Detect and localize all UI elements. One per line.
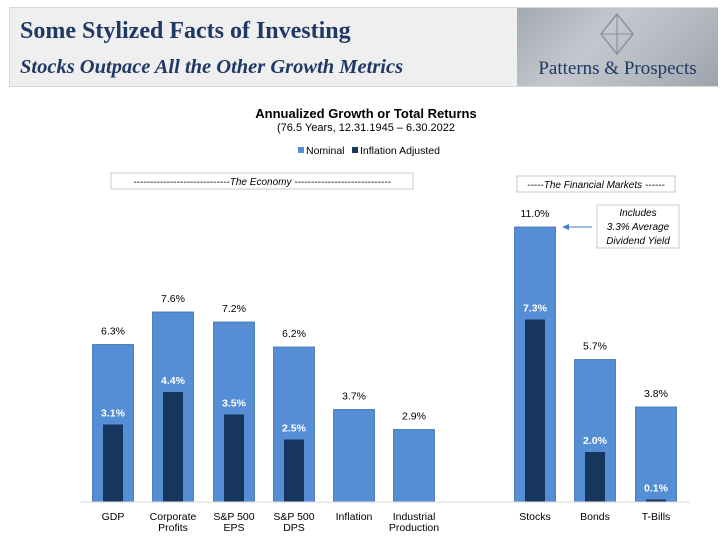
group-label-markets: -----The Financial Markets ------ [516, 175, 676, 193]
header-banner: Some Stylized Facts of Investing Stocks … [9, 7, 718, 87]
x-tick-label-stocks: Stocks [519, 511, 551, 523]
group-label-economy: -----------------------------The Economy… [110, 172, 414, 190]
legend: Nominal Inflation Adjusted [298, 145, 440, 157]
data-label-nominal-bonds: 5.7% [583, 341, 607, 353]
x-tick-label-industrial-production-line-2: Production [389, 522, 439, 534]
annotation-line-1: Includes [619, 208, 656, 219]
logo: Patterns & Prospects [517, 8, 718, 86]
bar-inflation-adjusted-s-p-500-dps [284, 439, 304, 502]
annotation-box [596, 204, 680, 249]
group-label-economy-text: -----------------------------The Economy… [133, 177, 391, 188]
bar-inflation-adjusted-bonds [585, 452, 605, 502]
diamond-monogram-icon [600, 12, 634, 56]
data-label-nominal-industrial-production: 2.9% [402, 411, 426, 423]
x-tick-label-bonds: Bonds [580, 511, 610, 523]
bar-inflation-adjusted-t-bills [646, 499, 666, 502]
legend-label-inflation-adjusted: Inflation Adjusted [360, 145, 440, 157]
x-tick-label-s-p-500-dps-line-2: DPS [283, 522, 305, 534]
data-label-nominal-s-p-500-eps: 7.2% [222, 303, 246, 315]
bar-inflation-adjusted-s-p-500-eps [224, 414, 244, 502]
group-label-markets-box [516, 175, 676, 193]
logo-text: Patterns & Prospects [538, 58, 697, 79]
data-label-nominal-inflation: 3.7% [342, 391, 366, 403]
legend-swatch-nominal [298, 147, 304, 153]
x-tick-label-s-p-500-eps-line-2: EPS [223, 522, 244, 534]
bar-inflation-adjusted-gdp [103, 424, 123, 502]
chart-subtitle: (76.5 Years, 12.31.1945 – 6.30.2022 [277, 122, 455, 134]
group-label-markets-text: -----The Financial Markets ------ [527, 180, 665, 191]
x-tick-label-industrial-production-line-1: Industrial [393, 511, 436, 523]
data-label-inflation-adjusted-s-p-500-eps: 3.5% [222, 398, 247, 410]
x-tick-label-gdp: GDP [102, 511, 125, 523]
data-label-nominal-corporate-profits: 7.6% [161, 293, 185, 305]
x-tick-label-corporate-profits-line-1: Corporate [150, 511, 197, 523]
annotation-callout: Includes 3.3% Average Dividend Yield [562, 204, 680, 249]
data-label-inflation-adjusted-corporate-profits: 4.4% [161, 375, 186, 387]
data-label-nominal-t-bills: 3.8% [644, 388, 668, 400]
data-label-inflation-adjusted-stocks: 7.3% [523, 303, 548, 315]
data-label-inflation-adjusted-s-p-500-dps: 2.5% [282, 423, 307, 435]
bars: 6.3% 3.1% 7.6% 4.4% 7.2% 3.5% 6.2% 2.5% 3.7% 2.9%… [92, 208, 677, 503]
legend-label-nominal: Nominal [306, 145, 345, 157]
chart-title: Annualized Growth or Total Returns [255, 106, 476, 121]
legend-swatch-inflation-adjusted [352, 147, 358, 153]
data-label-nominal-s-p-500-dps: 6.2% [282, 328, 306, 340]
annotation-line-2: 3.3% Average [607, 222, 670, 233]
page-subtitle: Stocks Outpace All the Other Growth Metr… [20, 56, 404, 78]
data-label-inflation-adjusted-bonds: 2.0% [583, 435, 608, 447]
data-label-inflation-adjusted-gdp: 3.1% [101, 408, 126, 420]
x-tick-label-t-bills: T-Bills [642, 511, 671, 523]
annotation-arrowhead [562, 224, 569, 230]
x-tick-label-s-p-500-dps-line-1: S&P 500 [273, 511, 314, 523]
bar-nominal-inflation [333, 409, 375, 503]
bar-nominal-t-bills [635, 406, 677, 503]
bar-inflation-adjusted-corporate-profits [163, 392, 183, 502]
data-label-nominal-gdp: 6.3% [101, 326, 125, 338]
x-tick-label-corporate-profits-line-2: Profits [158, 522, 188, 534]
group-label-economy-box [110, 172, 414, 190]
data-label-nominal-stocks: 11.0% [521, 208, 550, 220]
annotation-line-3: Dividend Yield [606, 236, 670, 247]
x-tick-label-s-p-500-eps-line-1: S&P 500 [213, 511, 254, 523]
data-label-inflation-adjusted-t-bills: 0.1% [644, 483, 669, 495]
page-title: Some Stylized Facts of Investing [20, 18, 351, 44]
x-tick-label-inflation: Inflation [336, 511, 373, 523]
bar-nominal-industrial-production [393, 429, 435, 503]
bar-inflation-adjusted-stocks [525, 319, 545, 502]
